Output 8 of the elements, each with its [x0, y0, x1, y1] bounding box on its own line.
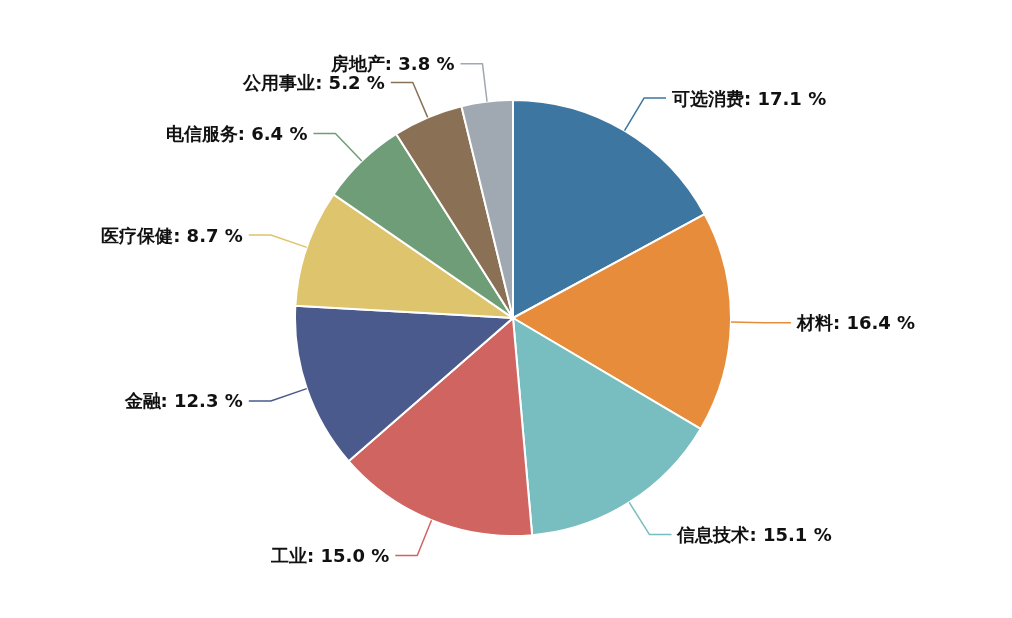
slice-label: 信息技术: 15.1 % [676, 524, 832, 546]
slice-label: 材料: 16.4 % [795, 312, 916, 334]
slice-label: 医疗保健: 8.7 % [101, 224, 243, 246]
slice-label: 电信服务: 6.4 % [165, 123, 308, 145]
slice-label: 工业: 15.0 % [270, 544, 390, 566]
slice-label: 金融: 12.3 % [123, 390, 243, 412]
slice-label: 房地产: 3.8 % [329, 53, 455, 75]
slice-label: 可选消费: 17.1 % [671, 87, 827, 109]
